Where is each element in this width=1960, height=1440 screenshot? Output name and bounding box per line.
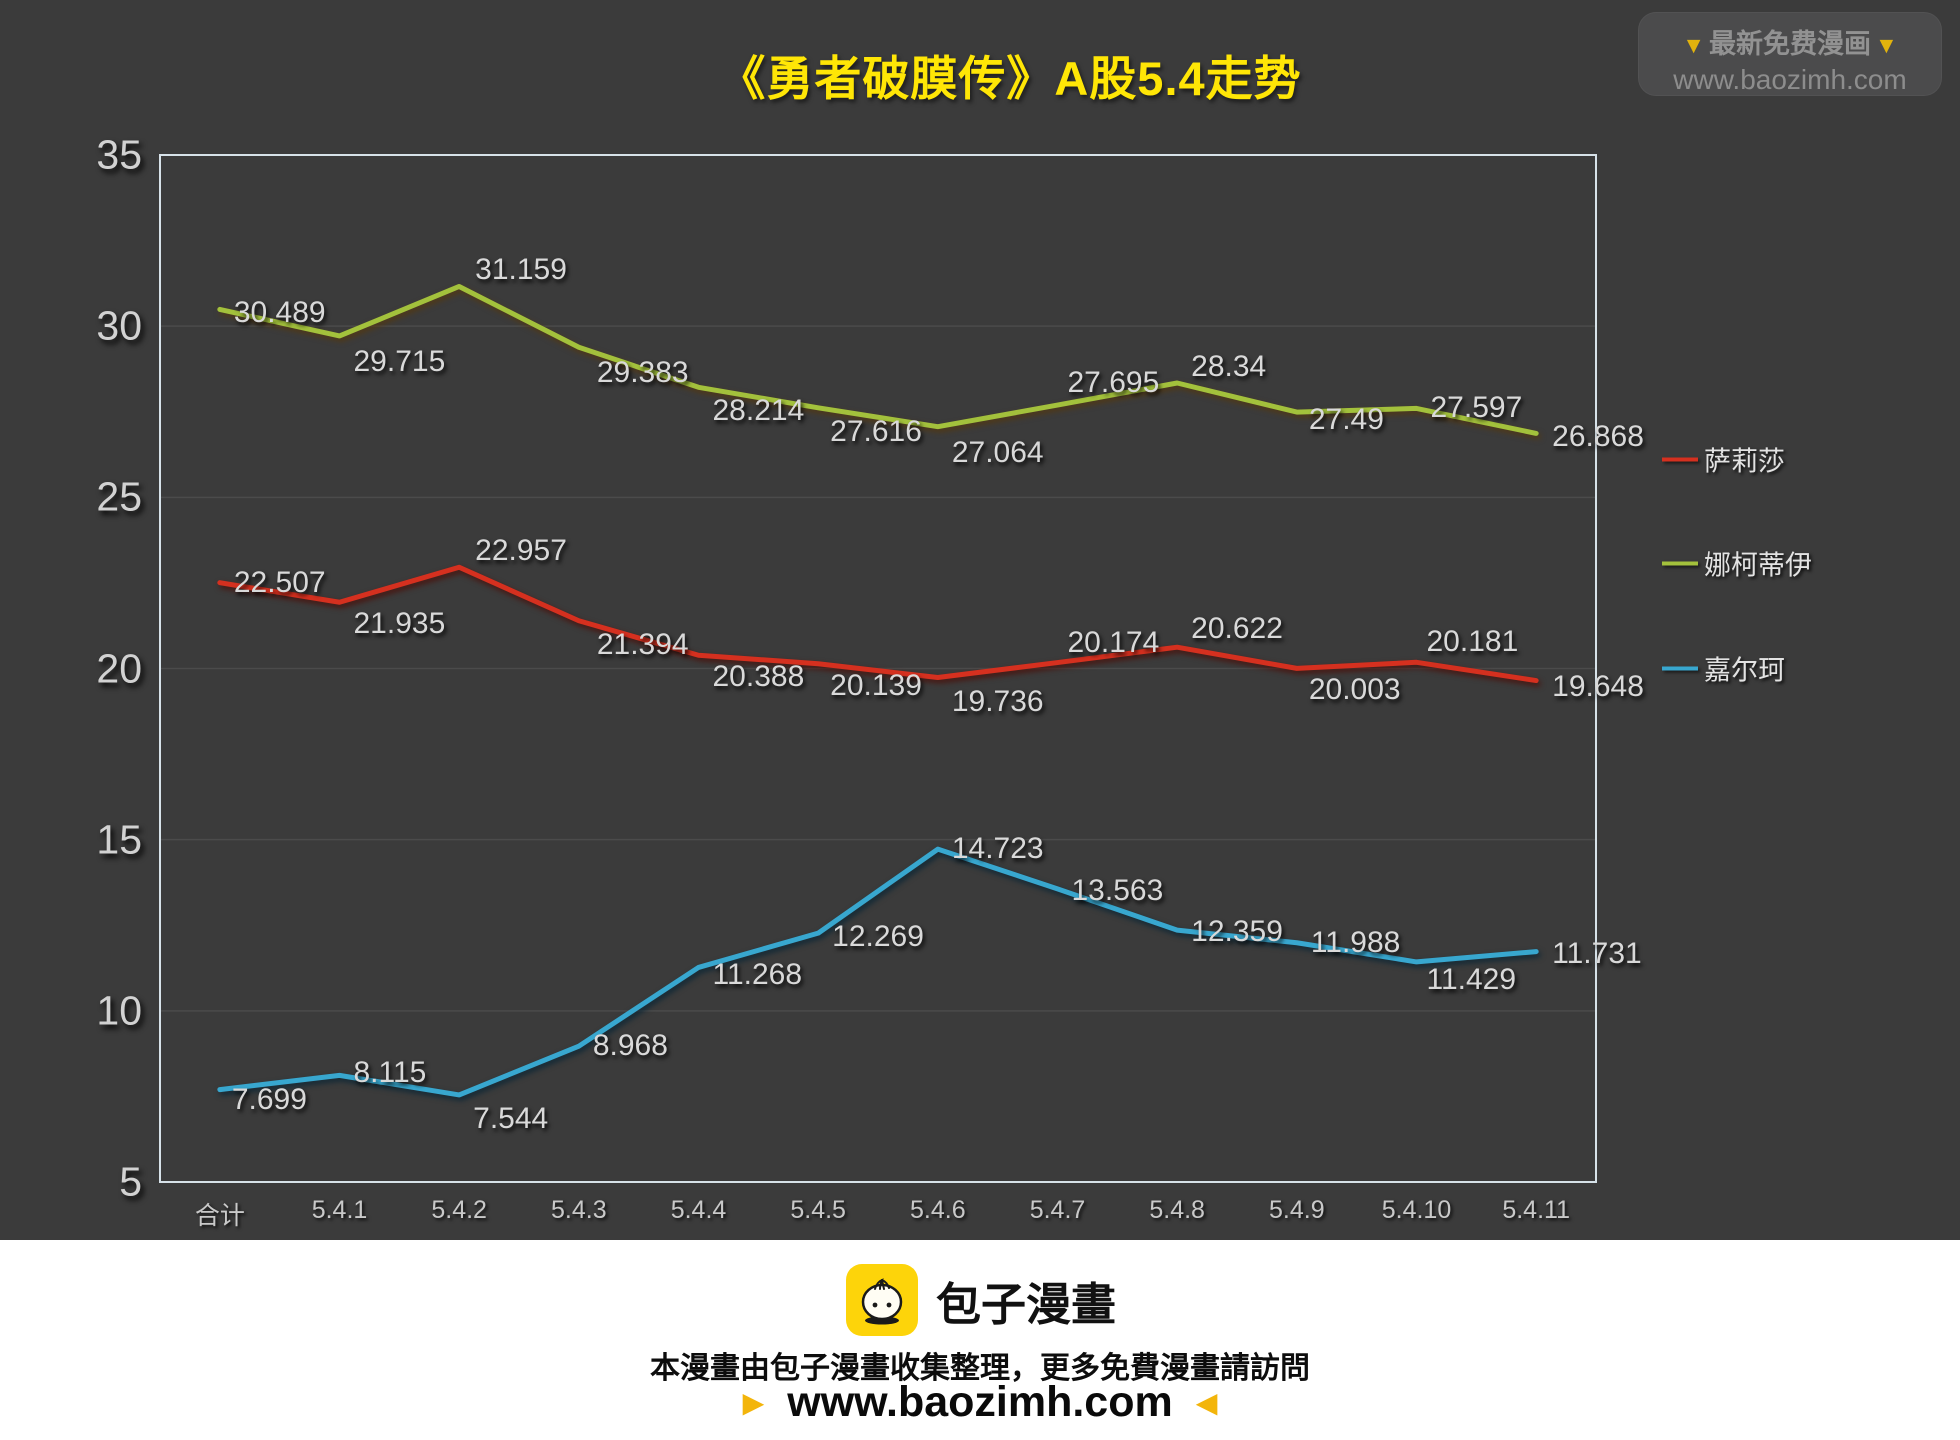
brand-row: 包子漫畫 — [0, 1258, 1960, 1342]
chart-area: 《勇者破膜传》A股5.4走势 ▼ 最新免费漫画 ▼ www.baozimh.com … — [96, 12, 1942, 1230]
y-tick-15: 15 — [96, 816, 142, 863]
y-tick-25: 25 — [96, 473, 142, 520]
data-label: 30.489 — [233, 296, 326, 330]
data-label: 27.064 — [951, 435, 1044, 469]
x-tick-5.4.11: 5.4.11 — [1502, 1196, 1570, 1224]
plot-border — [159, 154, 1597, 1183]
data-label: 14.723 — [951, 832, 1044, 866]
legend-item-萨莉莎: 萨莉莎 — [1662, 440, 1785, 479]
legend-marker — [1662, 457, 1698, 461]
y-tick-10: 10 — [96, 987, 142, 1034]
legend-label: 萨莉莎 — [1704, 446, 1785, 477]
data-label: 27.49 — [1308, 403, 1384, 437]
data-label: 22.507 — [233, 565, 326, 599]
data-label: 20.003 — [1308, 673, 1401, 707]
x-tick-5.4.8: 5.4.8 — [1149, 1196, 1205, 1224]
legend-item-娜柯蒂伊: 娜柯蒂伊 — [1662, 544, 1812, 583]
line-chart-plot — [159, 154, 1597, 1183]
footer-notice: 本漫畫由包子漫畫收集整理，更多免費漫畫請訪問 — [650, 1352, 1310, 1385]
data-label: 11.268 — [712, 958, 803, 992]
legend-item-嘉尔珂: 嘉尔珂 — [1662, 649, 1785, 688]
data-label: 20.622 — [1191, 612, 1283, 646]
data-label: 12.359 — [1191, 915, 1283, 949]
x-tick-5.4.3: 5.4.3 — [551, 1196, 607, 1224]
data-label: 22.957 — [475, 534, 567, 568]
footer-url[interactable]: www.baozimh.com — [787, 1378, 1173, 1426]
data-label: 8.968 — [592, 1029, 668, 1063]
y-tick-5: 5 — [119, 1158, 142, 1205]
x-tick-合计: 合计 — [194, 1202, 245, 1230]
pointing-down-icon: ▼ — [1682, 32, 1705, 58]
data-label: 7.544 — [473, 1101, 549, 1135]
series-line-萨莉莎 — [217, 564, 1539, 684]
baozi-logo-icon — [845, 1264, 918, 1336]
data-label: 29.715 — [353, 344, 446, 378]
footer-banner: 包子漫畫 本漫畫由包子漫畫收集整理，更多免費漫畫請訪問 ► www.baozim… — [0, 1240, 1960, 1440]
legend-label: 嘉尔珂 — [1704, 655, 1785, 686]
x-tick-5.4.1: 5.4.1 — [311, 1196, 368, 1224]
data-label: 7.699 — [231, 1082, 307, 1116]
legend-marker — [1662, 666, 1698, 670]
data-label: 13.563 — [1071, 873, 1164, 907]
data-label: 28.34 — [1191, 349, 1267, 383]
x-tick-5.4.4: 5.4.4 — [670, 1196, 727, 1224]
y-tick-20: 20 — [96, 645, 142, 691]
data-label: 11.988 — [1310, 925, 1401, 959]
brand-name: 包子漫畫 — [935, 1278, 1116, 1330]
data-label: 27.695 — [1067, 366, 1160, 400]
data-label: 21.935 — [353, 607, 446, 641]
pointing-left-icon: ◄ — [1188, 1381, 1225, 1423]
data-label: 27.616 — [830, 414, 922, 448]
x-tick-5.4.7: 5.4.7 — [1029, 1196, 1086, 1224]
legend-marker — [1662, 561, 1698, 565]
data-label: 20.139 — [830, 668, 922, 702]
watermark-tagline-text: 最新免费漫画 — [1709, 29, 1871, 59]
data-label: 19.736 — [951, 684, 1044, 718]
pointing-down-icon: ▼ — [1875, 32, 1898, 58]
data-label: 20.181 — [1426, 625, 1519, 659]
data-label: 11.731 — [1552, 936, 1642, 970]
series-line-娜柯蒂伊 — [217, 283, 1539, 436]
data-label: 31.159 — [475, 253, 567, 287]
data-label: 12.269 — [832, 920, 924, 954]
data-label: 20.174 — [1067, 625, 1160, 659]
y-tick-30: 30 — [96, 302, 142, 349]
watermark-tagline: ▼ 最新免费漫画 ▼ — [1638, 22, 1942, 61]
data-label: 11.429 — [1426, 962, 1517, 996]
data-label: 21.394 — [596, 627, 689, 661]
data-label: 27.597 — [1430, 391, 1523, 425]
pointing-right-icon: ► — [735, 1381, 772, 1423]
chart-title: 《勇者破膜传》A股5.4走势 — [718, 52, 1302, 105]
data-label: 19.648 — [1552, 669, 1644, 703]
series-line-嘉尔珂 — [217, 846, 1539, 1098]
legend-label: 娜柯蒂伊 — [1704, 550, 1812, 581]
x-tick-5.4.10: 5.4.10 — [1381, 1196, 1452, 1224]
x-tick-5.4.5: 5.4.5 — [790, 1196, 846, 1224]
data-label: 20.388 — [712, 660, 805, 694]
footer-url-row: ► www.baozimh.com ◄ — [0, 1378, 1960, 1427]
x-tick-5.4.2: 5.4.2 — [431, 1196, 487, 1224]
y-tick-35: 35 — [96, 131, 142, 178]
data-label: 29.383 — [596, 356, 689, 390]
watermark-url[interactable]: www.baozimh.com — [1673, 64, 1907, 95]
watermark-box[interactable]: ▼ 最新免费漫画 ▼ www.baozimh.com — [1638, 12, 1942, 96]
x-tick-5.4.9: 5.4.9 — [1269, 1196, 1325, 1224]
data-label: 28.214 — [712, 394, 805, 428]
data-label: 26.868 — [1552, 420, 1644, 454]
x-tick-5.4.6: 5.4.6 — [910, 1196, 966, 1224]
data-label: 8.115 — [353, 1056, 427, 1090]
